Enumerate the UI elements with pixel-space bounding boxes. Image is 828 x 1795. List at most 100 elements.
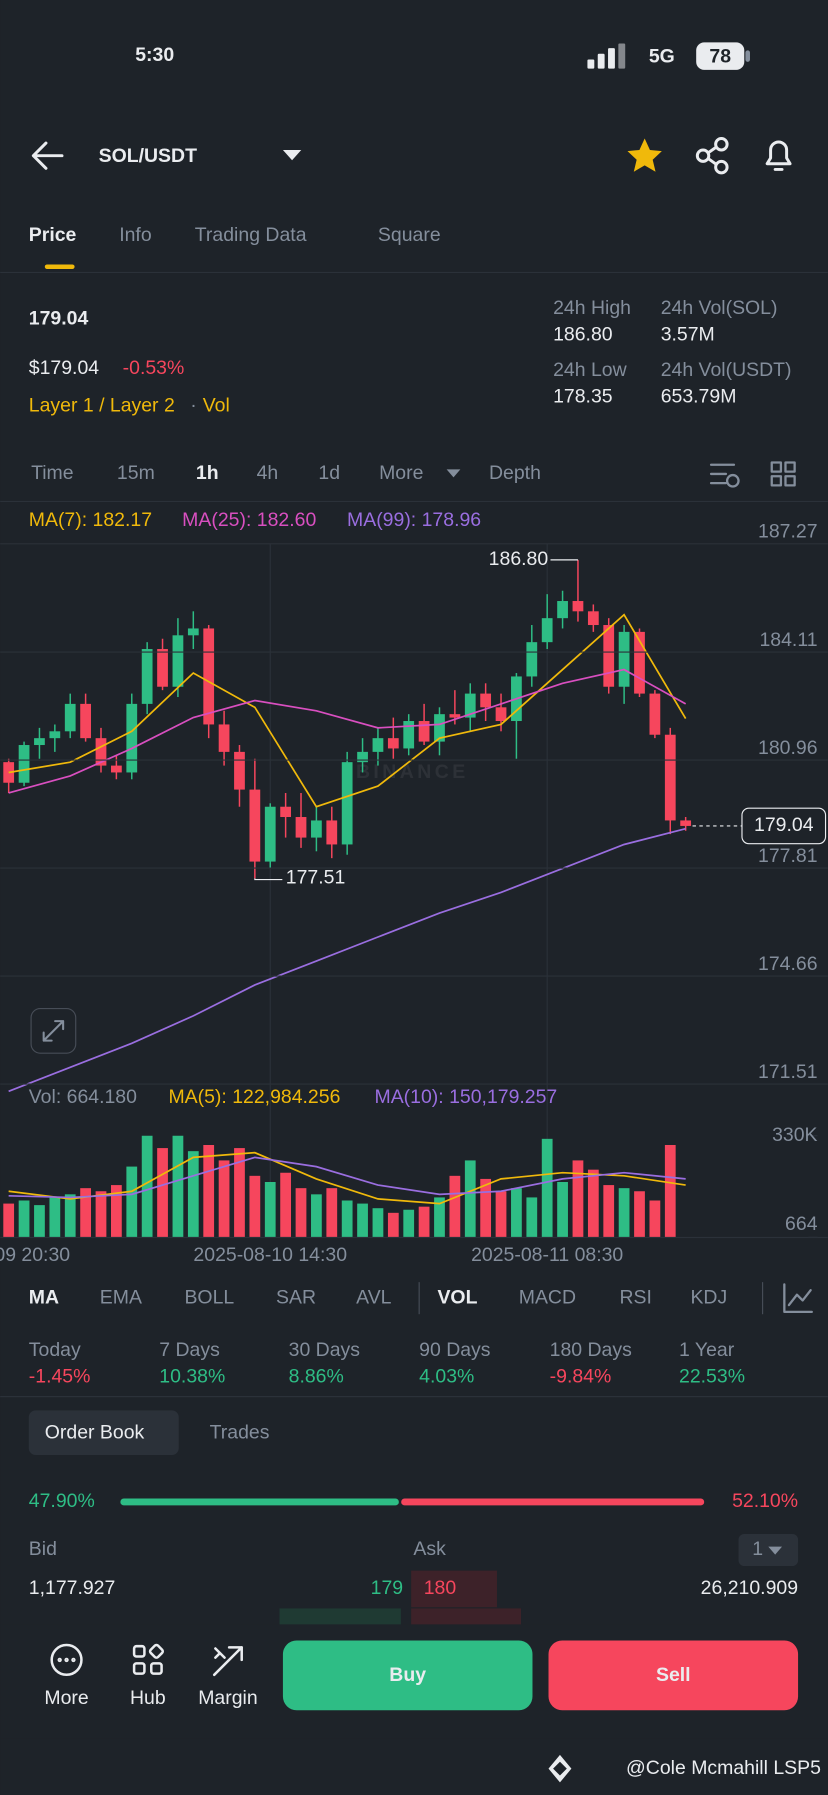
candle-body [326, 820, 338, 845]
indicator-tab[interactable]: KDJ [690, 1286, 727, 1308]
interval[interactable]: 1d [318, 462, 340, 484]
interval[interactable]: Time [31, 462, 74, 484]
y-tick-label: 174.66 [758, 953, 817, 975]
battery-level: 78 [709, 45, 731, 67]
performance-label: 90 Days [419, 1339, 491, 1361]
tag[interactable]: Layer 1 / Layer 2 [29, 395, 175, 417]
pair-dropdown[interactable] [282, 149, 302, 161]
candle-body [418, 721, 430, 742]
chart-plot: BINANCE [3, 543, 692, 1238]
candle-body [172, 635, 184, 687]
indicator-tab[interactable]: VOL [437, 1286, 477, 1308]
indicator-tab[interactable]: SAR [276, 1286, 316, 1308]
ask-ratio: 52.10% [732, 1490, 798, 1512]
x-tick-label: 2025-08-09 20:30 [0, 1244, 70, 1266]
performance-value: -9.84% [550, 1365, 612, 1387]
chart-settings-button[interactable] [709, 463, 740, 488]
indicator-tab[interactable]: MA [29, 1286, 59, 1308]
sell-label[interactable]: Sell [656, 1664, 691, 1686]
candle-body [634, 631, 645, 694]
performance-value: 22.53% [679, 1365, 745, 1387]
order-book-tab[interactable]: Order Book [45, 1421, 145, 1443]
more-icon[interactable] [50, 1643, 83, 1677]
volume-bar [249, 1175, 261, 1238]
indicator-settings-button[interactable] [783, 1283, 813, 1314]
volume-bar [449, 1175, 461, 1238]
layout-button[interactable] [770, 461, 796, 487]
candle-body [618, 631, 630, 687]
pair-title[interactable]: SOL/USDT [99, 145, 197, 167]
tab-indicator [44, 264, 75, 270]
bottom-nav-label[interactable]: More [44, 1687, 88, 1709]
volume-bar [357, 1203, 368, 1238]
precision-select[interactable] [738, 1533, 799, 1567]
order-book-tab[interactable]: Trades [210, 1421, 270, 1443]
interval[interactable]: More [379, 462, 423, 484]
tag[interactable]: Vol [203, 395, 230, 417]
candle-body [203, 628, 215, 725]
volume-bar [557, 1181, 568, 1238]
last-price-box [741, 807, 827, 845]
legend-entry: MA(5): 122,984.256 [168, 1086, 340, 1108]
ask-header: Ask [413, 1538, 446, 1560]
y-tick-label: 664 [785, 1213, 818, 1235]
candle-body [126, 703, 138, 773]
back-button[interactable] [31, 141, 64, 170]
ma-line [8, 1151, 686, 1205]
volume-bar [64, 1194, 76, 1238]
performance-label: Today [29, 1339, 81, 1361]
volume-bar [603, 1185, 615, 1238]
volume-bar [95, 1191, 107, 1238]
bottom-nav-label[interactable]: Hub [130, 1687, 166, 1709]
candle-body [464, 693, 476, 718]
annotation-leader [254, 878, 283, 881]
tab[interactable]: Trading Data [195, 224, 307, 246]
volume-bar [126, 1166, 138, 1238]
volume-bar [511, 1188, 522, 1238]
ma-line [8, 668, 687, 794]
status-time: 5:30 [135, 44, 174, 66]
candle-body [295, 817, 307, 838]
hub-icon[interactable] [132, 1643, 165, 1675]
candle-body [111, 765, 122, 773]
volume-bar [111, 1185, 122, 1238]
indicator-tab[interactable]: BOLL [184, 1286, 234, 1308]
volume-bar [311, 1194, 322, 1238]
bottom-nav-label[interactable]: Margin [198, 1687, 257, 1709]
fullscreen-icon [42, 1020, 65, 1042]
tab[interactable]: Square [378, 224, 441, 246]
y-tick-label: 171.51 [758, 1061, 817, 1083]
ma-line [8, 827, 686, 1093]
volume-bar [618, 1188, 630, 1238]
candle-body [311, 820, 322, 838]
share-button[interactable] [695, 137, 729, 175]
interval[interactable]: 15m [117, 462, 155, 484]
more-dropdown[interactable] [446, 469, 461, 478]
battery-tip [745, 50, 750, 62]
volume-bar [187, 1151, 199, 1238]
fullscreen-button[interactable] [30, 1007, 77, 1054]
tab[interactable]: Info [119, 224, 151, 246]
alert-button[interactable] [765, 140, 792, 171]
usd-price: $179.04 [29, 357, 99, 379]
candle-body [341, 762, 353, 845]
margin-icon[interactable] [212, 1646, 243, 1677]
indicator-tab[interactable]: AVL [356, 1286, 392, 1308]
candle-body [264, 806, 276, 862]
x-tick-label: 2025-08-10 14:30 [193, 1244, 347, 1266]
tab[interactable]: Price [29, 224, 77, 246]
precision-value[interactable]: 1 [752, 1538, 763, 1560]
interval[interactable]: 4h [257, 462, 279, 484]
indicator-tab[interactable]: MACD [519, 1286, 576, 1308]
sell-button[interactable] [548, 1640, 799, 1711]
indicator-tab[interactable]: EMA [100, 1286, 142, 1308]
interval[interactable]: Depth [489, 462, 541, 484]
volume-bar [157, 1148, 168, 1238]
interval[interactable]: 1h [196, 462, 219, 484]
indicator-tab[interactable]: RSI [619, 1286, 651, 1308]
buy-button[interactable] [282, 1640, 533, 1711]
favorite-button[interactable] [627, 138, 662, 172]
volume-bar [480, 1178, 492, 1238]
legend-entry: MA(7): 182.17 [29, 509, 152, 531]
buy-label[interactable]: Buy [389, 1664, 426, 1686]
